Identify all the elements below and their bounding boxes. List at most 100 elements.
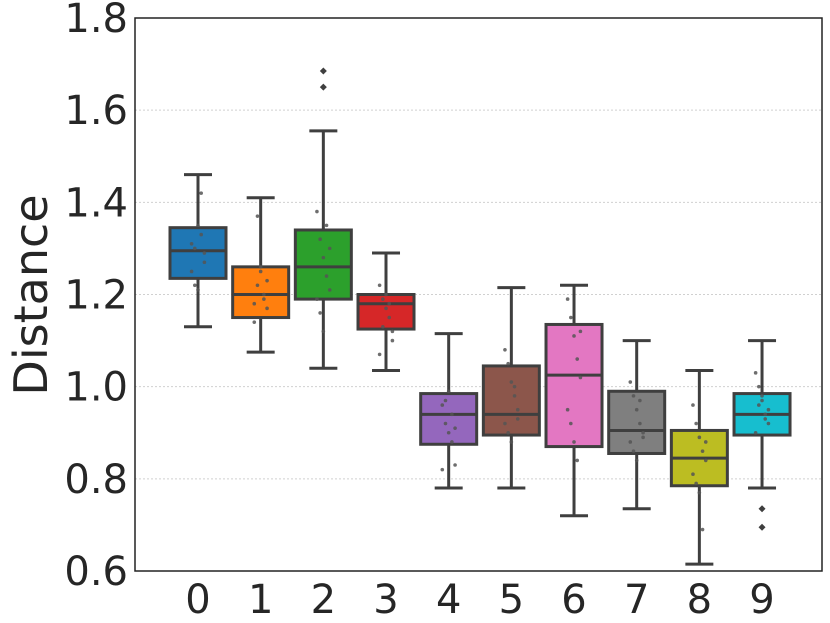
swarm-point bbox=[450, 412, 454, 417]
swarm-point bbox=[691, 472, 695, 477]
swarm-point bbox=[700, 527, 705, 532]
swarm-point bbox=[440, 467, 445, 472]
swarm-point bbox=[515, 417, 520, 421]
swarm-point bbox=[193, 246, 197, 251]
swarm-point bbox=[641, 430, 645, 435]
swarm-point bbox=[377, 352, 382, 357]
swarm-point bbox=[506, 430, 510, 435]
x-tick-label: 8 bbox=[687, 577, 712, 623]
swarm-point bbox=[324, 223, 329, 228]
swarm-point bbox=[515, 407, 520, 412]
x-tick-label: 2 bbox=[311, 577, 336, 623]
swarm-point bbox=[506, 361, 510, 366]
swarm-point bbox=[321, 329, 326, 334]
swarm-point bbox=[202, 260, 207, 265]
swarm-point bbox=[258, 265, 263, 269]
swarm-point bbox=[509, 440, 514, 444]
swarm-point bbox=[694, 421, 698, 426]
swarm-point bbox=[321, 255, 326, 260]
swarm-point bbox=[628, 440, 633, 444]
box-group-2 bbox=[293, 67, 353, 370]
swarm-point bbox=[265, 278, 269, 283]
swarm-point bbox=[196, 288, 200, 292]
swarm-point bbox=[638, 421, 642, 426]
swarm-point bbox=[384, 292, 388, 297]
outlier-point bbox=[758, 505, 766, 513]
x-tick-label: 4 bbox=[436, 577, 461, 623]
swarm-point bbox=[697, 490, 702, 495]
swarm-point bbox=[377, 283, 382, 288]
y-tick-label: 1.0 bbox=[64, 365, 128, 411]
outlier-point bbox=[319, 67, 327, 75]
swarm-point bbox=[327, 288, 332, 292]
box-group-7 bbox=[607, 339, 667, 511]
box-plots bbox=[168, 67, 792, 566]
swarm-point bbox=[766, 407, 771, 412]
box-group-3 bbox=[356, 251, 416, 373]
swarm-point bbox=[578, 375, 583, 380]
x-tick-label: 9 bbox=[749, 577, 774, 623]
x-tick-label: 7 bbox=[624, 577, 649, 623]
swarm-point bbox=[572, 440, 576, 444]
swarm-point bbox=[390, 329, 395, 334]
y-axis-label: Distance bbox=[4, 194, 58, 395]
swarm-point bbox=[700, 449, 705, 453]
swarm-point bbox=[512, 394, 517, 398]
swarm-point bbox=[387, 301, 392, 306]
swarm-point bbox=[691, 403, 695, 407]
swarm-point bbox=[631, 394, 636, 398]
swarm-point bbox=[565, 297, 570, 301]
box-iqr bbox=[168, 226, 228, 280]
swarm-point bbox=[199, 232, 203, 237]
swarm-point bbox=[453, 426, 457, 430]
box-iqr bbox=[607, 389, 667, 455]
swarm-point bbox=[760, 398, 764, 403]
swarm-point bbox=[318, 311, 322, 315]
swarm-point bbox=[703, 458, 708, 463]
swarm-point bbox=[315, 209, 319, 214]
swarm-point bbox=[703, 440, 708, 444]
x-tick-label: 0 bbox=[185, 577, 210, 623]
swarm-point bbox=[509, 380, 514, 384]
x-tick-label: 3 bbox=[373, 577, 398, 623]
swarm-point bbox=[381, 324, 385, 329]
swarm-point bbox=[575, 458, 580, 463]
box-iqr bbox=[419, 392, 479, 446]
swarm-point bbox=[578, 329, 583, 334]
y-tick-label: 1.4 bbox=[64, 180, 128, 226]
swarm-point bbox=[763, 412, 768, 417]
box-group-1 bbox=[231, 196, 291, 354]
swarm-point bbox=[255, 283, 260, 288]
box-group-4 bbox=[419, 332, 479, 490]
swarm-point bbox=[503, 421, 507, 426]
swarm-point bbox=[255, 214, 260, 218]
swarm-point bbox=[631, 449, 636, 453]
swarm-point bbox=[390, 338, 395, 343]
swarm-point bbox=[446, 430, 451, 435]
box-group-0 bbox=[168, 173, 228, 329]
swarm-point bbox=[189, 242, 194, 246]
y-tick-label: 0.6 bbox=[64, 549, 128, 595]
box-iqr bbox=[356, 293, 416, 331]
swarm-point bbox=[753, 430, 758, 435]
swarm-point bbox=[384, 306, 388, 311]
box-group-6 bbox=[544, 283, 604, 518]
swarm-point bbox=[265, 306, 269, 311]
swarm-point bbox=[199, 191, 203, 195]
swarm-point bbox=[628, 380, 633, 384]
x-tick-label: 6 bbox=[561, 577, 586, 623]
swarm-point bbox=[315, 297, 319, 301]
swarm-point bbox=[638, 398, 642, 403]
box-group-9 bbox=[732, 339, 792, 531]
outlier-point bbox=[319, 83, 327, 91]
swarm-point bbox=[763, 417, 768, 421]
x-tick-label: 1 bbox=[248, 577, 273, 623]
x-tick-label: 5 bbox=[499, 577, 524, 623]
outlier-point bbox=[758, 523, 766, 531]
y-tick-label: 0.8 bbox=[64, 457, 128, 503]
swarm-point bbox=[453, 463, 457, 467]
swarm-point bbox=[569, 421, 573, 426]
box-group-5 bbox=[481, 286, 541, 490]
swarm-point bbox=[387, 315, 392, 320]
